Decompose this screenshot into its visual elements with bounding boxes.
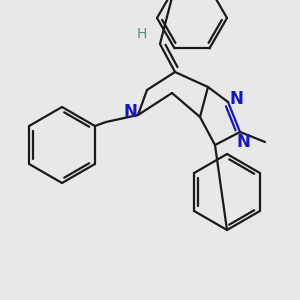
- Text: H: H: [137, 27, 147, 41]
- Text: N: N: [123, 103, 137, 121]
- Text: N: N: [236, 133, 250, 151]
- Text: N: N: [229, 90, 243, 108]
